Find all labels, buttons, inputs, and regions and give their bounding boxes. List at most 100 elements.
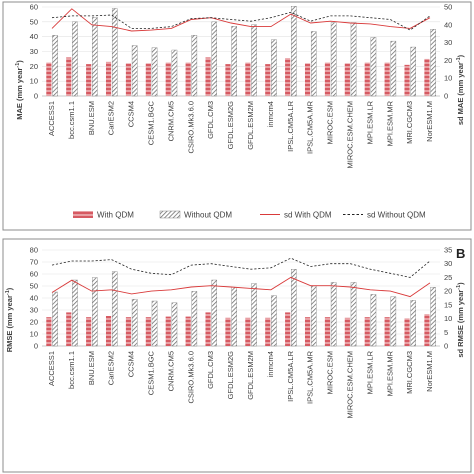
panel-mae-tick-labels: 0 10 20 30 40 50 60 0 10 20 30 40 50 bbox=[30, 3, 453, 101]
y-tick-label-left: 40 bbox=[30, 32, 38, 41]
category-label: IPSL.CM5A.MR bbox=[306, 350, 315, 404]
y-tick-label-left: 60 bbox=[30, 3, 38, 12]
y-tick-label-right: 5 bbox=[444, 328, 448, 337]
bar-with-qdm bbox=[105, 61, 112, 96]
bar-without-qdm bbox=[52, 35, 58, 97]
y-tick-label-left: 40 bbox=[30, 294, 38, 303]
bar-without-qdm bbox=[291, 269, 297, 347]
category-label: CNRM.CM5 bbox=[166, 351, 175, 391]
category-label: CNRM.CM5 bbox=[166, 101, 175, 141]
panel-letter-b: B bbox=[456, 246, 465, 261]
y-tick-label-left: 0 bbox=[34, 92, 38, 101]
bar-without-qdm bbox=[111, 8, 118, 97]
category-label: MPI.ESM.MR bbox=[385, 350, 394, 396]
category-label: GFDL.ESM2G bbox=[226, 351, 235, 400]
bar-without-qdm bbox=[72, 279, 78, 347]
panel-mae-gridlines bbox=[42, 6, 440, 97]
bar-with-qdm bbox=[86, 64, 92, 96]
bar-without-qdm bbox=[390, 40, 397, 97]
bar-with-qdm bbox=[205, 57, 211, 96]
bar-without-qdm bbox=[291, 6, 297, 97]
category-label: MPI.ESM.LR bbox=[365, 100, 374, 144]
category-label: inmcm4 bbox=[266, 351, 275, 377]
y-tick-label-left: 70 bbox=[30, 258, 38, 267]
bar-without-qdm bbox=[310, 285, 317, 347]
panel-rmse-tick-labels: 0 10 20 30 40 50 60 70 80 0 5 10 15 20 25 30 35 bbox=[30, 246, 453, 351]
bar-with-qdm bbox=[145, 63, 151, 96]
y-tick-label-left: 50 bbox=[30, 282, 38, 291]
panel-rmse-gridlines bbox=[42, 249, 440, 347]
panel-rmse-bars bbox=[46, 269, 436, 347]
y-tick-label-left: 10 bbox=[30, 330, 38, 339]
bar-with-qdm bbox=[125, 63, 132, 96]
bar-with-qdm bbox=[46, 62, 52, 96]
legend-label-with-qdm: With QDM bbox=[97, 211, 134, 220]
bar-with-qdm bbox=[225, 64, 231, 96]
y-tick-label-right: 50 bbox=[444, 3, 452, 12]
y-tick-label-right: 20 bbox=[444, 56, 452, 65]
category-label: NorESM1.M bbox=[425, 351, 434, 392]
bar-without-qdm bbox=[52, 291, 58, 347]
bar-without-qdm bbox=[231, 287, 237, 347]
category-label: BNU.ESM bbox=[87, 351, 96, 385]
bar-with-qdm bbox=[324, 317, 331, 346]
y-tick-label-left: 20 bbox=[30, 62, 38, 71]
bar-with-qdm bbox=[324, 62, 331, 96]
y-tick-label-right: 15 bbox=[444, 300, 452, 309]
bar-with-qdm bbox=[185, 316, 191, 346]
category-label: MIROC.ESM bbox=[326, 351, 335, 394]
category-label: inmcm4 bbox=[266, 101, 275, 127]
bar-without-qdm bbox=[271, 39, 277, 97]
y-tick-label-right: 25 bbox=[444, 273, 452, 282]
bar-with-qdm bbox=[205, 312, 211, 346]
line-sd-without-qdm bbox=[51, 11, 431, 31]
category-label: CanESM2 bbox=[107, 101, 116, 135]
bar-with-qdm bbox=[105, 316, 112, 346]
bar-with-qdm bbox=[245, 317, 251, 346]
bar-without-qdm bbox=[171, 49, 178, 97]
bar-without-qdm bbox=[211, 279, 217, 347]
category-label: bcc.csm1.1 bbox=[67, 101, 76, 139]
panel-mae-bars bbox=[46, 6, 436, 97]
bar-with-qdm bbox=[165, 316, 171, 346]
bar-without-qdm bbox=[191, 35, 198, 97]
panel-mae-y-axis-title: MAE (mm year-1) bbox=[15, 60, 24, 120]
category-label: MIROC.ESM.CHEM bbox=[345, 351, 354, 419]
y-tick-label-right: 35 bbox=[444, 246, 452, 255]
bar-without-qdm bbox=[330, 282, 337, 347]
category-label: NorESM1.M bbox=[425, 101, 434, 142]
bar-with-qdm bbox=[66, 57, 72, 96]
bar-without-qdm bbox=[151, 47, 158, 97]
panel-mae-border bbox=[2, 1, 472, 231]
bar-with-qdm bbox=[384, 317, 390, 346]
bar-without-qdm bbox=[310, 31, 317, 97]
bar-with-qdm bbox=[86, 317, 92, 346]
bar-without-qdm bbox=[350, 22, 357, 97]
bar-with-qdm bbox=[304, 317, 311, 346]
bar-with-qdm bbox=[364, 62, 370, 96]
bar-without-qdm bbox=[430, 29, 436, 97]
bar-without-qdm bbox=[370, 294, 377, 347]
line-sd-with-qdm bbox=[51, 8, 431, 32]
y-tick-label-left: 60 bbox=[30, 270, 38, 279]
y-tick-label-left: 10 bbox=[30, 77, 38, 86]
category-label: IPSL.CM5A.LR bbox=[286, 100, 295, 151]
panel-mae: 0 10 20 30 40 50 60 0 10 20 30 40 50 ACCESS1 bcc.csm1… bbox=[2, 1, 472, 231]
category-label: ACCESS1 bbox=[47, 101, 56, 136]
y-tick-label-left: 0 bbox=[34, 342, 38, 351]
bar-without-qdm bbox=[72, 21, 78, 97]
panel-rmse-y-axis-title: RMSE (mm year-1) bbox=[5, 287, 14, 352]
line-sd-with-qdm bbox=[51, 276, 431, 298]
bar-without-qdm bbox=[92, 277, 98, 347]
bar-with-qdm bbox=[404, 318, 410, 346]
y-tick-label-right: 0 bbox=[444, 92, 448, 101]
y-tick-label-right: 0 bbox=[444, 342, 448, 351]
bar-without-qdm bbox=[410, 46, 416, 97]
bar-without-qdm bbox=[231, 26, 237, 97]
y-tick-label-right: 30 bbox=[444, 259, 452, 268]
bar-without-qdm bbox=[390, 296, 397, 347]
bar-with-qdm bbox=[245, 62, 251, 96]
bar-with-qdm bbox=[66, 312, 72, 346]
y-tick-label-right: 30 bbox=[444, 38, 452, 47]
